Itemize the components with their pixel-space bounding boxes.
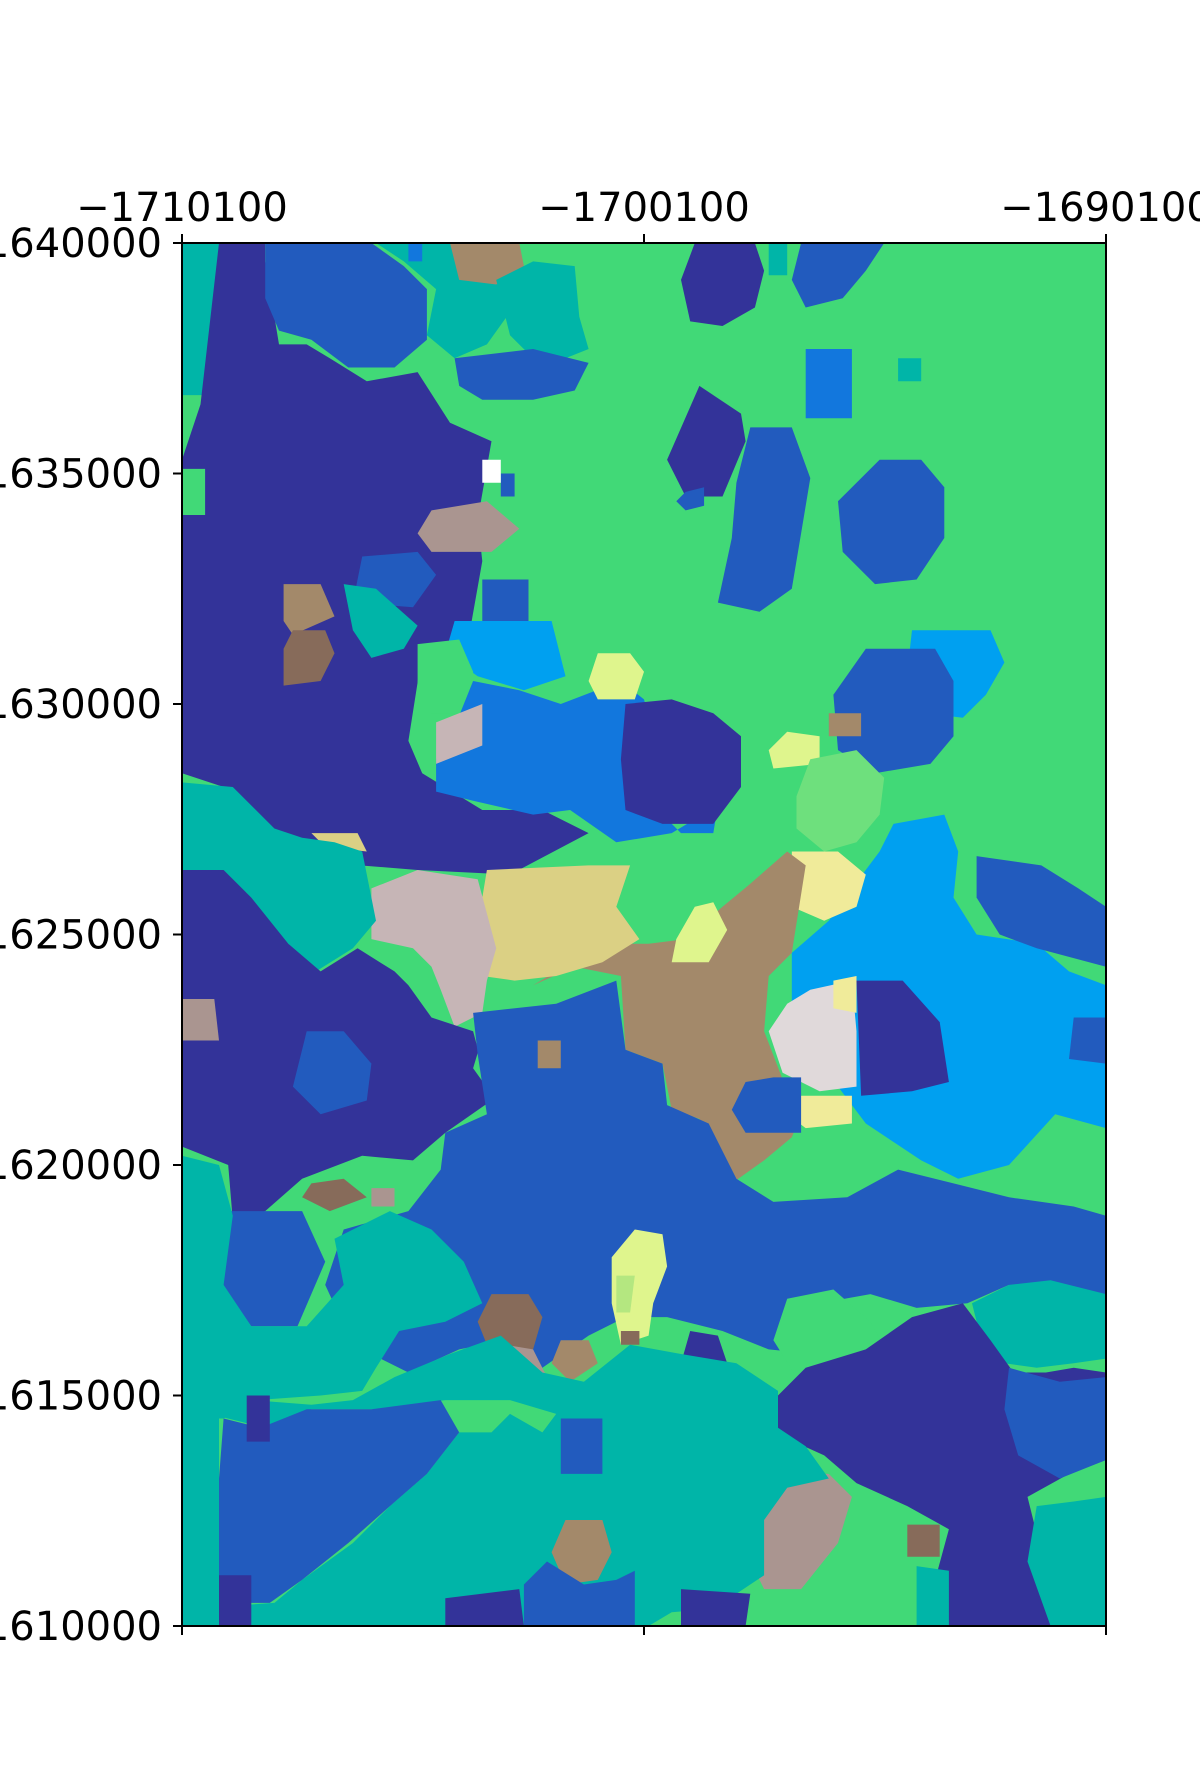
land-cover-region [537,1040,561,1069]
land-cover-region [1069,1017,1106,1064]
land-cover-region [828,713,862,737]
land-cover-region [616,1275,635,1313]
land-cover-region [551,1520,612,1585]
land-cover-region [523,1561,635,1626]
land-cover-region [791,851,866,921]
land-cover-region [676,487,705,511]
land-cover-region [436,704,483,764]
y-tick-label: 1635000 [0,452,162,498]
land-cover-region [343,584,418,658]
land-cover-region [482,459,501,483]
land-cover-region [898,358,922,382]
land-cover-region [768,243,788,276]
land-cover-region [219,1575,252,1626]
land-cover-region [182,1409,219,1626]
land-cover-region [454,349,589,400]
land-cover-region [551,1340,598,1382]
land-cover-region [768,731,820,769]
land-cover-region [796,750,885,852]
y-tick-label: 1640000 [0,221,162,267]
land-cover-region [833,648,954,774]
land-cover-region [477,1294,543,1350]
x-tick-label: −1690100 [1000,185,1200,231]
land-cover-region [182,782,376,972]
y-tick-label: 1615000 [0,1374,162,1420]
x-tick-label: −1710100 [76,185,288,231]
land-cover-region [611,1229,668,1345]
land-cover-region [283,630,335,686]
land-cover-region [681,1331,728,1364]
land-cover-region [205,1335,829,1626]
land-cover-region [182,1155,483,1419]
y-tick-label: 1610000 [0,1604,162,1650]
land-cover-region [560,1418,603,1474]
land-cover-region [787,1095,852,1129]
land-cover-region [838,459,945,585]
land-cover-region [182,468,206,515]
y-tick-label: 1630000 [0,682,162,728]
land-cover-region [182,999,219,1041]
land-cover-region [972,1280,1106,1368]
land-cover-region [907,1524,940,1557]
land-cover-region [833,976,857,1013]
land-cover-region [856,980,949,1096]
land-cover-region [588,653,644,700]
y-tick-label: 1620000 [0,1143,162,1189]
land-cover-region [408,243,423,262]
land-cover-region [246,1395,270,1442]
land-cover-region [371,1188,395,1207]
land-cover-region [805,349,852,419]
land-cover-region [450,243,524,285]
land-cover-region [976,856,1106,967]
x-axis-ticks: −1710100 −1700100 −1690100 [76,185,1200,1635]
y-tick-label: 1625000 [0,913,162,959]
land-cover-region [482,579,529,621]
land-cover-region [681,1589,751,1626]
land-cover-region [671,902,728,963]
land-cover-region [265,243,427,368]
land-cover-region [292,1031,372,1115]
land-cover-region [1004,1367,1106,1479]
land-cover-region [731,1077,802,1133]
land-cover-region [219,1211,326,1327]
land-cover-region [371,870,497,1027]
land-cover-region [791,243,885,308]
land-cover-region [302,1178,367,1212]
y-axis-ticks: 1640000 1635000 1630000 1625000 1620000 16150… [0,221,182,1650]
land-cover-region [667,385,746,497]
land-cover-region [417,639,474,714]
land-cover-region [417,501,520,552]
land-cover-region [500,473,515,497]
land-cover-region [445,1589,524,1626]
land-cover-region [620,1331,640,1345]
raster-regions [182,243,1106,1626]
land-cover-region [717,427,811,612]
land-cover-region [496,261,589,368]
x-tick-label: −1700100 [538,185,750,231]
land-cover-region [681,243,765,326]
land-cover-region [1027,1496,1106,1626]
land-cover-region [620,699,741,824]
land-cover-region [283,584,335,635]
land-cover-region [325,980,1106,1373]
land-cover-region [219,1400,460,1603]
land-cover-region [916,1566,949,1626]
land-cover-region [445,621,566,691]
land-cover-region [477,865,640,981]
